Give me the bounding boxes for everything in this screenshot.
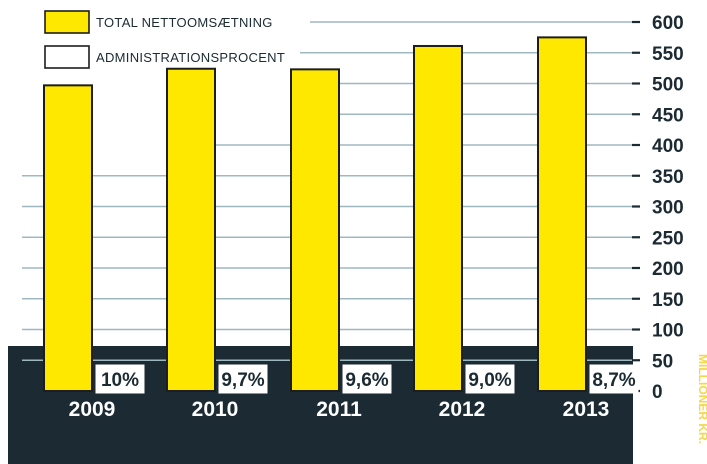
admin-percent-label: 9,7% — [221, 370, 264, 391]
bar-2012 — [413, 44, 463, 393]
y-tick-label: 250 — [652, 228, 684, 249]
legend-label: ADMINISTRATIONSPROCENT — [96, 50, 285, 65]
y-tick-label: 150 — [652, 290, 684, 311]
y-tick-label: 600 — [652, 13, 684, 34]
x-tick-label: 2009 — [69, 398, 116, 421]
y-tick-label: 300 — [652, 198, 684, 219]
admin-percent-label: 9,6% — [345, 370, 388, 391]
admin-percent-box — [342, 364, 392, 394]
y-tick-label: 450 — [652, 105, 684, 126]
x-tick-label: 2013 — [563, 398, 610, 421]
admin-percent-box — [465, 364, 515, 394]
y-tick-label: 50 — [652, 351, 673, 372]
bar-2010 — [166, 67, 216, 393]
y-tick-label: 500 — [652, 75, 684, 96]
y-axis-unit-label: MILLIONER KR. — [696, 354, 707, 444]
admin-percent-label: 8,7% — [592, 370, 635, 391]
admin-percent-box — [218, 364, 268, 394]
y-tick-label: 550 — [652, 44, 684, 65]
y-tick-label: 400 — [652, 136, 684, 157]
bar-2013 — [537, 36, 587, 392]
bar-2009 — [43, 84, 93, 392]
admin-percent-box — [95, 364, 145, 394]
y-tick-label: 100 — [652, 321, 684, 342]
legend-label: TOTAL NETTOOMSÆTNING — [96, 15, 273, 30]
x-tick-label: 2011 — [316, 398, 362, 421]
bar-2011 — [290, 68, 340, 392]
legend-swatch — [44, 45, 90, 69]
y-tick-label: 0 — [652, 382, 663, 403]
x-tick-label: 2010 — [192, 398, 239, 421]
y-tick-label: 200 — [652, 259, 684, 280]
admin-percent-box — [589, 364, 639, 394]
admin-percent-label: 10% — [101, 370, 139, 391]
admin-percent-label: 9,0% — [468, 370, 511, 391]
x-tick-label: 2012 — [439, 398, 486, 421]
legend-swatch — [44, 10, 90, 34]
y-tick-label: 350 — [652, 167, 684, 188]
